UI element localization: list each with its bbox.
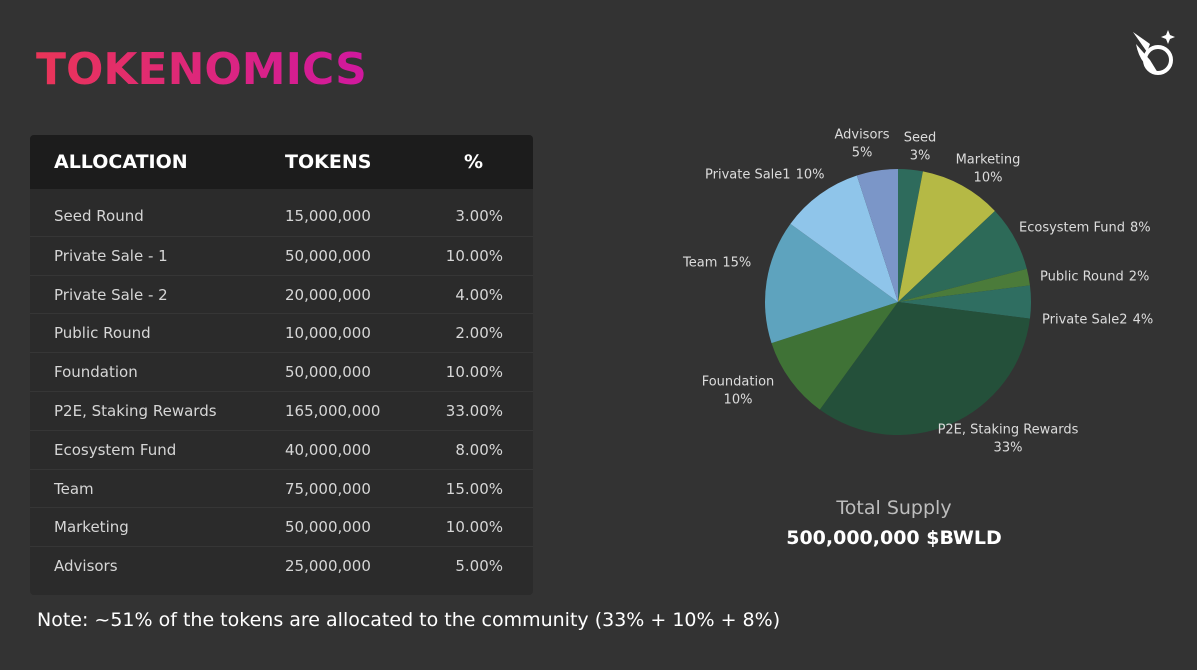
total-supply-label: Total Supply: [836, 497, 952, 519]
table-row: Foundation 50,000,000 10.00%: [30, 352, 533, 392]
slice-value-label: 4%: [1133, 313, 1154, 328]
pie-slice: [898, 169, 923, 302]
table-row: Team 75,000,000 15.00%: [30, 468, 533, 509]
table-cell: P2E, Staking Rewards: [54, 402, 217, 420]
table-cell: 15,000,000: [285, 207, 371, 225]
table-row: Private Sale - 1 50,000,000 10.00%: [30, 235, 533, 276]
pie-slice: [898, 210, 1027, 302]
table-cell: 50,000,000: [285, 246, 371, 265]
table-cell: 33.00%: [445, 402, 503, 420]
table-cell: 50,000,000: [285, 363, 371, 382]
table-cell: Private Sale - 1: [54, 246, 168, 265]
slice-label: Public Round: [1040, 270, 1124, 285]
logo: [1133, 30, 1175, 75]
header-cell: %: [464, 151, 484, 173]
slice-value-label: 3%: [910, 149, 931, 164]
slice-value-label: 33%: [994, 441, 1023, 456]
table-row: Public Round 10,000,000 2.00%: [30, 313, 533, 353]
table-cell: Marketing: [54, 518, 129, 537]
slice-value-label: 10%: [796, 168, 825, 183]
table: ALLOCATION TOKENS % Seed Round 15,000,000…: [30, 135, 533, 595]
table-cell: 15.00%: [445, 479, 503, 498]
table-cell: Private Sale - 2: [54, 285, 168, 304]
table-cell: 4.00%: [455, 285, 503, 304]
slice-label: Private Sale1: [705, 168, 791, 183]
table-cell: 2.00%: [455, 324, 503, 343]
table-row: Advisors 25,000,000 5.00%: [30, 546, 533, 586]
table-cell: 8.00%: [455, 440, 503, 459]
pie-slice: [898, 268, 1030, 302]
slice-value-label: 5%: [852, 146, 873, 161]
total-supply-value: 500,000,000 $BWLD: [786, 527, 1002, 549]
table-cell: 5.00%: [455, 557, 503, 576]
slice-value-label: 2%: [1129, 270, 1150, 285]
table-cell: Team: [54, 479, 94, 498]
slice-label: Team: [682, 256, 717, 271]
pie-slice: [898, 171, 995, 302]
slice-value-label: 15%: [722, 256, 751, 271]
table-cell: Ecosystem Fund: [54, 440, 177, 459]
header-cell: TOKENS: [285, 151, 372, 173]
table-cell: 165,000,000: [285, 402, 381, 420]
slice-label: Foundation: [702, 375, 775, 390]
slice-label: Seed: [904, 131, 937, 146]
table-cell: 40,000,000: [285, 440, 371, 459]
slice-label: P2E, Staking Rewards: [938, 423, 1079, 438]
pie-slice: [856, 169, 898, 302]
table-cell: Advisors: [54, 557, 118, 576]
table-header: ALLOCATION TOKENS %: [30, 135, 533, 189]
title: TOKENOMICS: [36, 44, 367, 95]
table-cell: Public Round: [54, 324, 151, 343]
table-cell: 3.00%: [455, 207, 503, 225]
table-cell: 20,000,000: [285, 285, 371, 304]
pie-slice: [898, 285, 1032, 319]
slice-label: Ecosystem Fund: [1019, 221, 1125, 236]
pie-slice: [771, 302, 898, 410]
pie-slice: [790, 175, 898, 302]
table-cell: 10.00%: [445, 363, 503, 382]
table-cell: 10.00%: [445, 246, 503, 265]
slice-label: Private Sale2: [1042, 313, 1128, 328]
pie-slice: [819, 302, 1030, 435]
slice-value-label: 10%: [724, 393, 753, 408]
pie-slice: [765, 223, 898, 344]
table-cell: Seed Round: [54, 207, 144, 225]
table-cell: Foundation: [54, 363, 138, 382]
table-cell: 10.00%: [445, 518, 503, 537]
table-cell: 75,000,000: [285, 479, 371, 498]
header-cell: ALLOCATION: [54, 151, 188, 173]
note: Note: ~51% of the tokens are allocated t…: [37, 609, 781, 631]
table-row: P2E, Staking Rewards 165,000,000 33.00%: [30, 391, 533, 431]
table-cell: 25,000,000: [285, 557, 371, 576]
table-cell: 50,000,000: [285, 518, 371, 537]
table-cell: 10,000,000: [285, 324, 371, 343]
table-row: Private Sale - 2 20,000,000 4.00%: [30, 274, 533, 315]
slice-value-label: 10%: [974, 171, 1003, 186]
slice-label: Marketing: [956, 153, 1021, 168]
table-row: Ecosystem Fund 40,000,000 8.00%: [30, 429, 533, 470]
slice-value-label: 8%: [1130, 221, 1151, 236]
slice-label: Advisors: [834, 128, 889, 143]
table-row: Marketing 50,000,000 10.00%: [30, 507, 533, 547]
table-row: Seed Round 15,000,000 3.00%: [30, 197, 533, 236]
